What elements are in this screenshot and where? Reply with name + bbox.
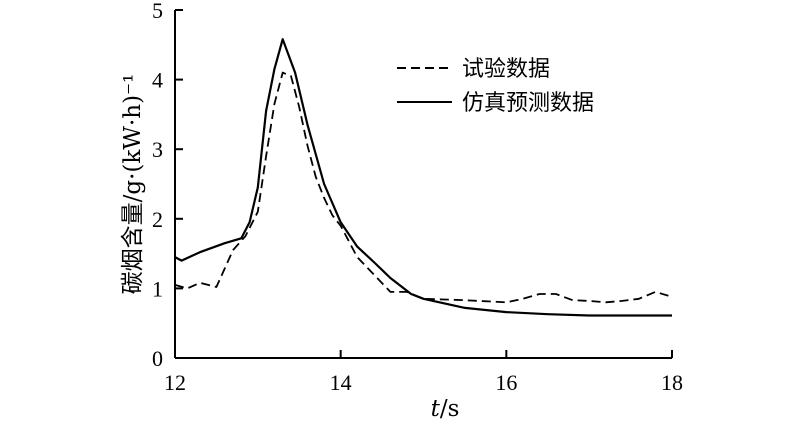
- y-axis-ticks: 0 1 2 3 4 5: [152, 0, 183, 371]
- x-tick-label: 18: [661, 370, 683, 395]
- legend-label-1: 试验数据: [462, 57, 550, 82]
- y-tick-label: 4: [152, 68, 163, 93]
- x-tick-label: 12: [164, 370, 186, 395]
- series-group: [174, 38, 673, 317]
- y-tick-label: 0: [152, 346, 163, 371]
- y-tick-label: 2: [152, 207, 163, 232]
- x-axis-ticks: 12 14 16 18: [164, 350, 683, 395]
- x-tick-label: 16: [495, 370, 517, 395]
- y-tick-label: 3: [152, 137, 163, 162]
- x-tick-label: 14: [330, 370, 352, 395]
- y-axis-title: 碳烟含量/g·(kW·h)⁻¹: [120, 74, 146, 295]
- series-line-2: [174, 38, 672, 317]
- x-axis-title: t/s: [431, 396, 460, 421]
- y-tick-label: 1: [152, 276, 163, 301]
- legend-label-2: 仿真预测数据: [462, 91, 594, 116]
- y-tick-label: 5: [152, 0, 163, 23]
- series-line-1: [174, 71, 673, 304]
